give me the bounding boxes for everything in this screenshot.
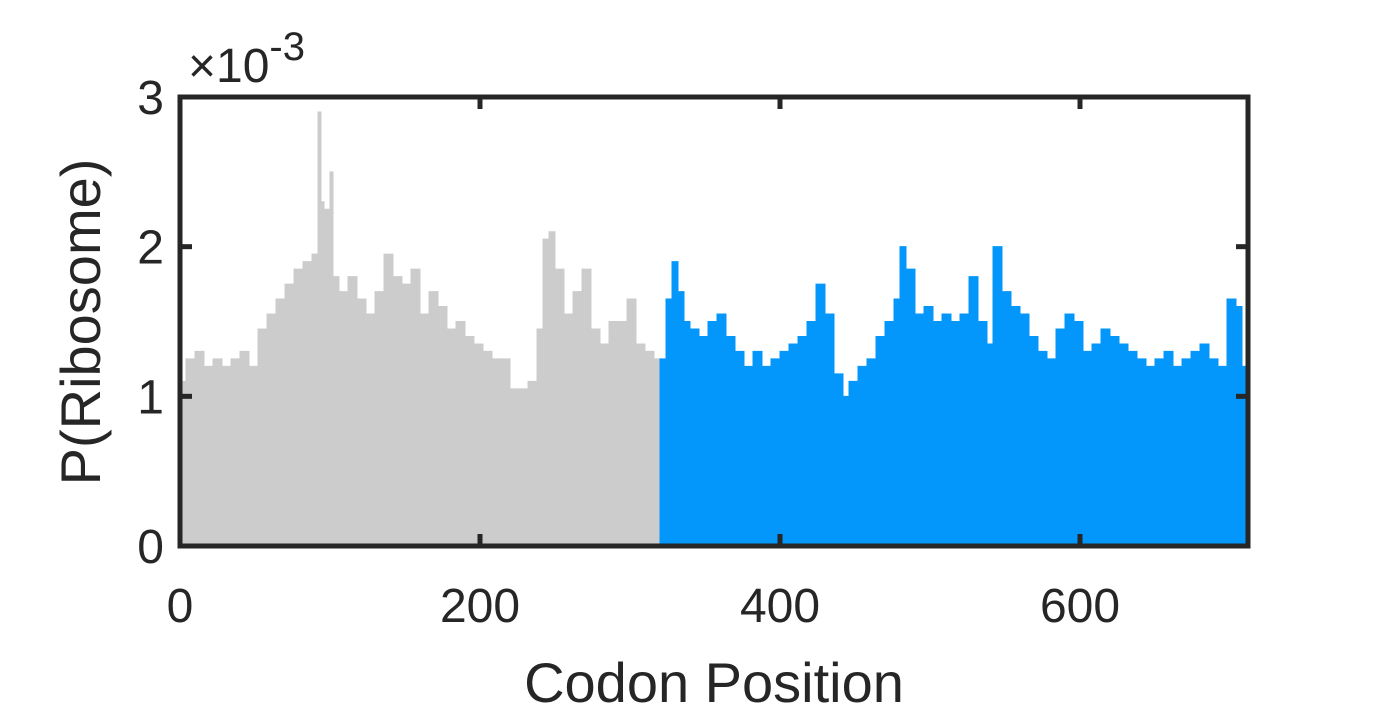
y-multiplier-label: ×10-3: [188, 25, 305, 93]
plot-area: [179, 111, 1249, 547]
y-multiplier-exponent: -3: [269, 25, 305, 69]
x-axis-label: Codon Position: [524, 651, 904, 714]
series-area-1: [659, 246, 1249, 547]
y-tick-label: 2: [137, 222, 164, 275]
x-tick-label: 200: [440, 580, 520, 633]
x-tick-label: 0: [167, 580, 194, 633]
tick-labels: 0 200 400 600 0 1 2 3: [137, 72, 1120, 633]
x-tick-label: 400: [740, 580, 820, 633]
ticks: [177, 94, 1248, 549]
y-tick-label: 0: [137, 521, 164, 574]
y-tick-label: 3: [137, 72, 164, 125]
series-area-0: [179, 111, 661, 547]
x-tick-label: 600: [1040, 580, 1120, 633]
y-tick-label: 1: [137, 371, 164, 424]
axes-box: [177, 94, 1251, 549]
y-axis-label: P(Ribosome): [49, 159, 112, 486]
